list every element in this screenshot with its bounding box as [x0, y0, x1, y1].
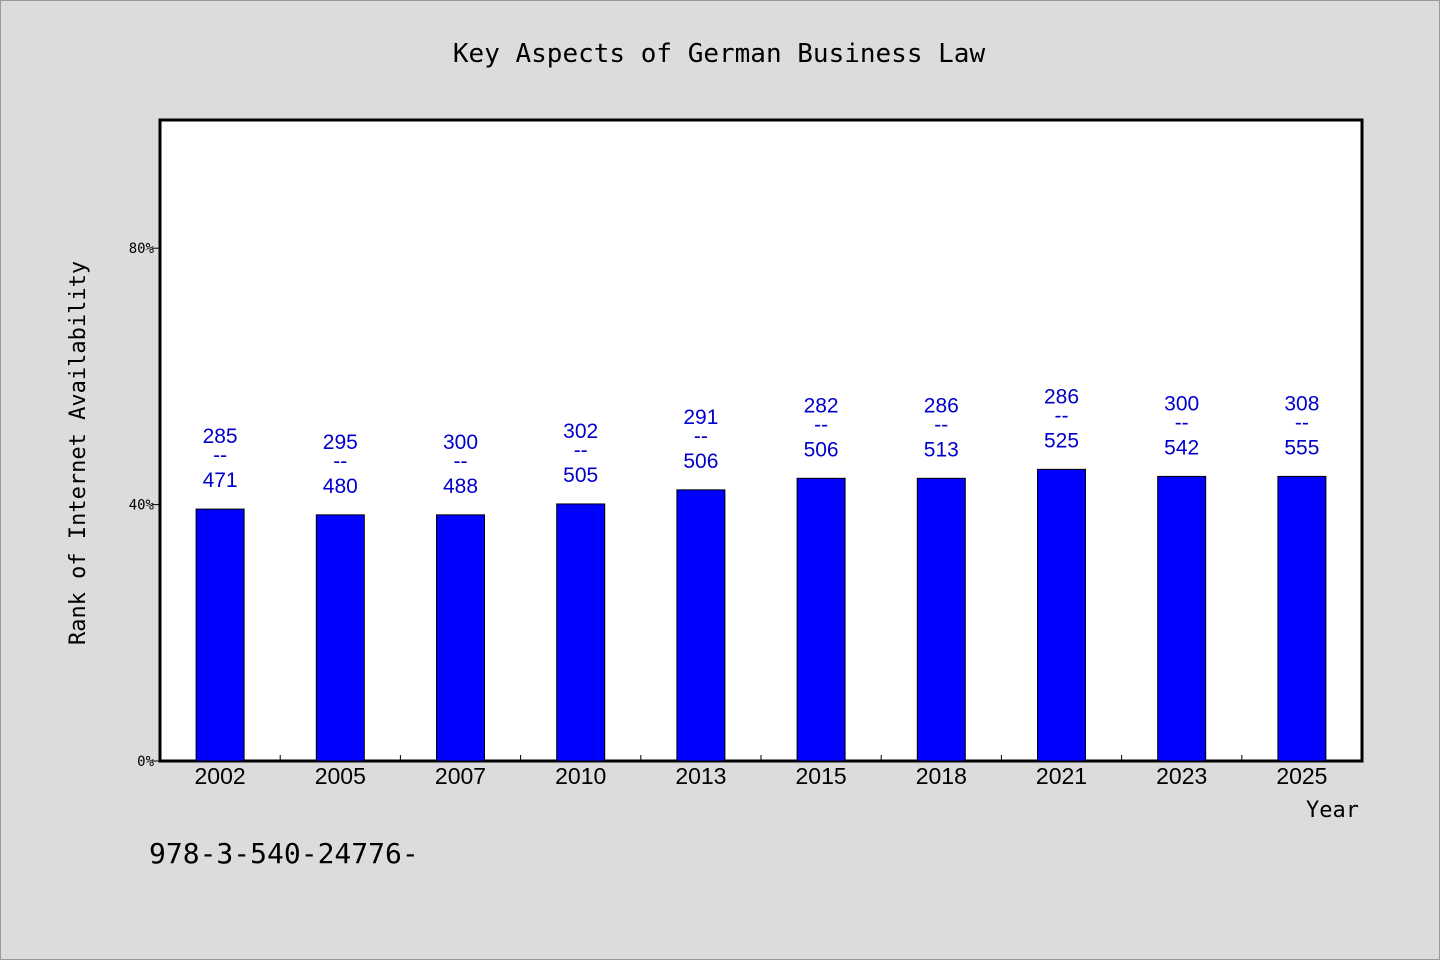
data-label-top: 300: [1164, 392, 1199, 415]
data-label-separator: --: [213, 444, 227, 467]
data-label-top: 295: [323, 431, 358, 454]
data-label-bottom: 480: [323, 475, 358, 498]
data-label-top: 286: [1044, 385, 1079, 408]
x-tick-label: 2002: [195, 763, 246, 789]
data-label-separator: --: [1295, 411, 1309, 434]
data-label-separator: --: [814, 413, 828, 436]
data-label-top: 291: [683, 406, 718, 429]
data-label-top: 302: [563, 420, 598, 443]
data-label-separator: --: [934, 413, 948, 436]
x-tick-label: 2018: [916, 763, 967, 789]
bar-2005: [315, 514, 365, 762]
x-tick-label: 2013: [675, 763, 726, 789]
data-label-top: 300: [443, 431, 478, 454]
data-label-top: 285: [203, 425, 238, 448]
x-tick-label: 2005: [315, 763, 366, 789]
bar-2023: [1157, 475, 1207, 762]
data-label-bottom: 525: [1044, 429, 1079, 452]
data-label-top: 308: [1284, 392, 1319, 415]
y-axis-label: Rank of Internet Availability: [66, 261, 91, 645]
data-label-bottom: 542: [1164, 436, 1199, 459]
data-label-bottom: 471: [203, 469, 238, 492]
y-tick-label: 0%: [137, 754, 154, 770]
isbn-code: 978-3-540-24776-: [149, 837, 419, 870]
data-label-bottom: 488: [443, 475, 478, 498]
data-label-bottom: 505: [563, 464, 598, 487]
x-tick-label: 2021: [1036, 763, 1087, 789]
bar-2015: [796, 477, 846, 762]
data-label-separator: --: [454, 450, 468, 473]
x-axis-label: Year: [1306, 798, 1359, 823]
bar-2010: [556, 503, 606, 762]
data-label-separator: --: [333, 450, 347, 473]
chart-title: Key Aspects of German Business Law: [453, 39, 986, 69]
data-label-separator: --: [574, 439, 588, 462]
x-tick-label: 2015: [796, 763, 847, 789]
y-tick-label: 40%: [129, 498, 155, 514]
bar-2025: [1277, 475, 1327, 762]
y-tick-label: 80%: [129, 241, 155, 257]
data-label-bottom: 513: [924, 438, 959, 461]
bar-2021: [1037, 468, 1086, 762]
data-label-bottom: 506: [683, 450, 718, 473]
x-tick-label: 2007: [435, 763, 486, 789]
data-label-bottom: 555: [1284, 436, 1319, 459]
data-label-top: 282: [804, 394, 839, 417]
data-label-bottom: 506: [804, 438, 839, 461]
data-label-separator: --: [694, 425, 708, 448]
data-label-separator: --: [1055, 404, 1069, 427]
bar-2013: [676, 489, 726, 762]
data-label-separator: --: [1175, 411, 1189, 434]
bar-2007: [436, 514, 485, 762]
bar-2018: [916, 477, 966, 762]
x-tick-label: 2025: [1276, 763, 1327, 789]
bar-2002: [195, 508, 245, 762]
data-label-top: 286: [924, 394, 959, 417]
x-tick-label: 2010: [555, 763, 606, 789]
x-tick-label: 2023: [1156, 763, 1207, 789]
